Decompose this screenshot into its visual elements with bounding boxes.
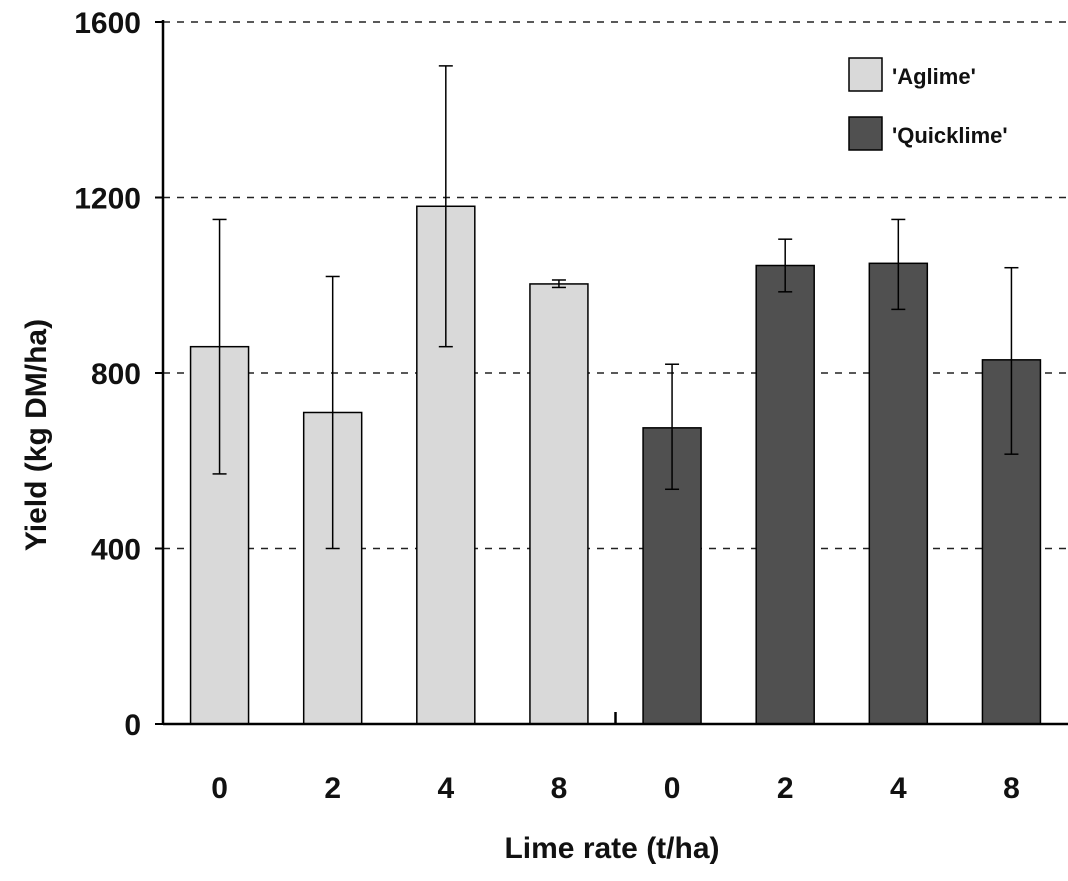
legend-swatch-aglime bbox=[848, 57, 883, 92]
x-category-label: 4 bbox=[890, 772, 907, 805]
error-bar-quicklime-2 bbox=[778, 238, 793, 293]
error-bar-aglime-0 bbox=[212, 218, 227, 475]
y-axis-title: Yield (kg DM/ha) bbox=[20, 319, 53, 551]
legend: 'Aglime' 'Quicklime' bbox=[848, 57, 1008, 151]
x-category-label: 8 bbox=[551, 772, 568, 805]
x-category-label: 2 bbox=[324, 772, 341, 805]
error-bars bbox=[212, 65, 1019, 550]
y-tick-label: 1200 bbox=[74, 183, 141, 216]
error-bar-quicklime-4 bbox=[891, 218, 906, 311]
y-tick-label: 1600 bbox=[74, 7, 141, 40]
legend-swatch-quicklime bbox=[848, 116, 883, 151]
x-category-label: 8 bbox=[1003, 772, 1020, 805]
axes bbox=[161, 20, 1068, 726]
error-bar-aglime-2 bbox=[325, 275, 340, 550]
legend-label-aglime: 'Aglime' bbox=[892, 64, 976, 89]
y-axis-ticks: 0 400 800 1200 1600 bbox=[74, 7, 163, 742]
y-tick-label: 400 bbox=[91, 534, 141, 567]
error-bar-quicklime-8 bbox=[1004, 266, 1019, 455]
bars bbox=[189, 205, 1042, 725]
x-axis-title: Lime rate (t/ha) bbox=[504, 832, 719, 865]
error-bar-quicklime-0 bbox=[665, 363, 680, 491]
error-bar-aglime-4 bbox=[438, 65, 453, 348]
x-category-label: 4 bbox=[437, 772, 454, 805]
x-category-label: 0 bbox=[211, 772, 228, 805]
x-category-label: 0 bbox=[664, 772, 681, 805]
bar-aglime-8 bbox=[529, 283, 589, 725]
bar-quicklime-4 bbox=[868, 262, 929, 725]
x-axis-category-labels: 0 2 4 8 0 2 4 8 bbox=[211, 772, 1020, 805]
error-bar-aglime-8 bbox=[551, 279, 566, 289]
x-category-label: 2 bbox=[777, 772, 794, 805]
legend-label-quicklime: 'Quicklime' bbox=[892, 123, 1008, 148]
y-tick-label: 800 bbox=[91, 358, 141, 391]
gridlines bbox=[163, 21, 1068, 550]
y-tick-label: 0 bbox=[124, 709, 141, 742]
bar-quicklime-2 bbox=[755, 264, 815, 725]
